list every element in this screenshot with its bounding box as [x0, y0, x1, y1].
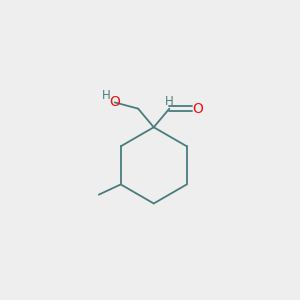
Text: O: O — [192, 102, 203, 116]
Text: O: O — [109, 95, 120, 110]
Text: H: H — [102, 89, 110, 102]
Text: H: H — [165, 95, 174, 108]
